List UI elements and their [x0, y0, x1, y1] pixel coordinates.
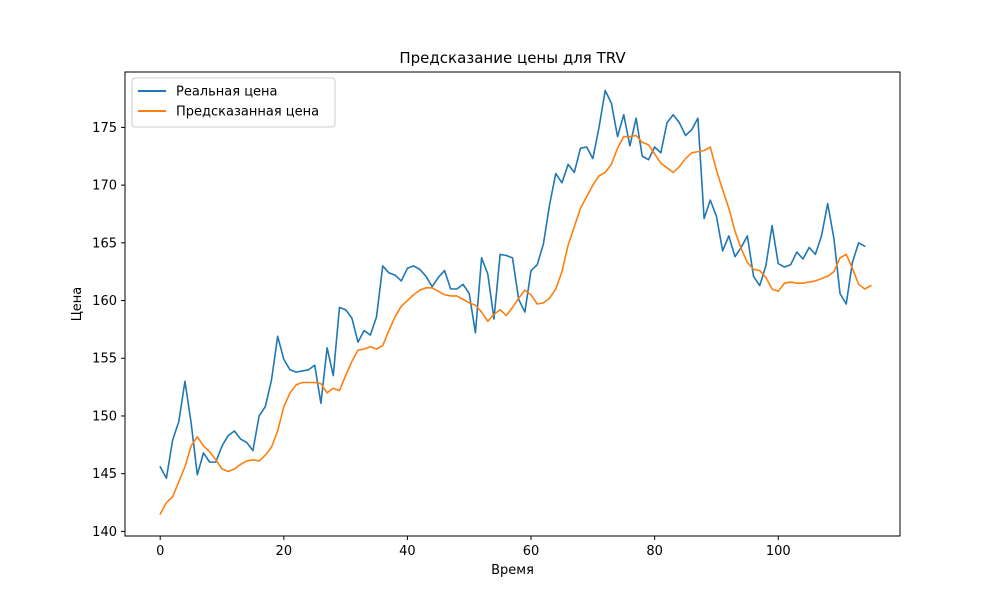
- x-axis: 0 20 40 60 80 100: [156, 536, 791, 559]
- plot-frame: [124, 71, 901, 537]
- chart-title: Предсказание цены для TRV: [399, 49, 626, 67]
- y-tick-label: 145: [92, 467, 117, 482]
- x-tick-label: 100: [766, 544, 791, 559]
- series-line-predicted-price: [159, 134, 872, 515]
- x-tick-label: 80: [646, 544, 663, 559]
- y-tick-label: 155: [92, 352, 117, 367]
- series-line-real-price: [159, 89, 866, 480]
- x-tick-label: 40: [399, 544, 416, 559]
- x-tick-label: 0: [156, 544, 164, 559]
- x-axis-label: Время: [491, 563, 534, 578]
- y-tick-label: 150: [92, 409, 117, 424]
- x-tick-label: 20: [276, 544, 293, 559]
- y-tick-label: 170: [92, 179, 117, 194]
- y-axis: 140 145 150 155 160 165 170 175: [92, 121, 125, 540]
- y-axis-label: Цена: [70, 287, 85, 322]
- y-tick-label: 140: [92, 525, 117, 540]
- legend-label-predicted-price: Предсказанная цена: [176, 105, 319, 120]
- y-tick-label: 175: [92, 121, 117, 136]
- y-tick-label: 165: [92, 236, 117, 251]
- x-tick-label: 60: [523, 544, 540, 559]
- series-layer: [159, 89, 872, 515]
- y-tick-label: 160: [92, 294, 117, 309]
- legend-box: [131, 77, 336, 128]
- legend: Реальная цена Предсказанная цена: [131, 77, 336, 128]
- plot-area: [124, 71, 901, 537]
- legend-label-real-price: Реальная цена: [176, 85, 278, 100]
